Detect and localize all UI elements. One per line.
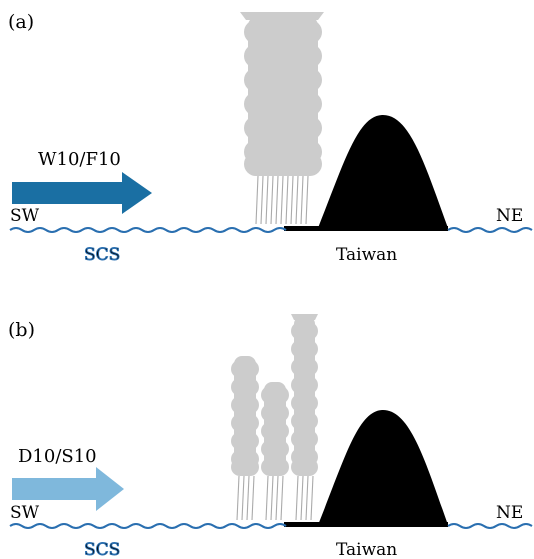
panel-b-cloud-column-1 [231,356,259,476]
panel-a-mountain [284,115,448,231]
panel-a-left-side-label: SW [10,206,40,226]
panel-b-right-side-label: NE [496,503,523,523]
panel-b-sea-left [9,523,287,529]
panel-b-sea-label: SCS [84,540,120,559]
panel-a: (a) [8,11,533,266]
panel-b-mountain [284,410,448,527]
panel-a-right-side-label: NE [496,206,523,226]
panel-b-sea-right [447,523,533,529]
panel-a-sea-right [447,227,533,233]
panel-b: (b) [8,314,533,559]
panel-b-arrow-label: D10/S10 [18,446,97,467]
panel-b-rain [236,475,314,521]
panel-a-label: (a) [8,11,34,33]
panel-a-rain [255,175,309,225]
panel-a-sea-left [9,227,287,233]
panel-a-sea-label: SCS [84,245,120,265]
panel-a-land-label: Taiwan [336,245,397,265]
panel-a-cloud-tower [240,12,324,176]
panel-b-left-side-label: SW [10,503,40,523]
panel-b-label: (b) [8,319,35,341]
panel-b-wind-arrow [12,467,124,511]
panel-b-land-label: Taiwan [336,540,397,559]
panel-a-arrow-label: W10/F10 [38,149,121,170]
panel-b-cloud-column-2 [261,382,289,476]
panel-a-wind-arrow [12,172,152,214]
panel-b-cloud-column-3 [291,314,318,476]
